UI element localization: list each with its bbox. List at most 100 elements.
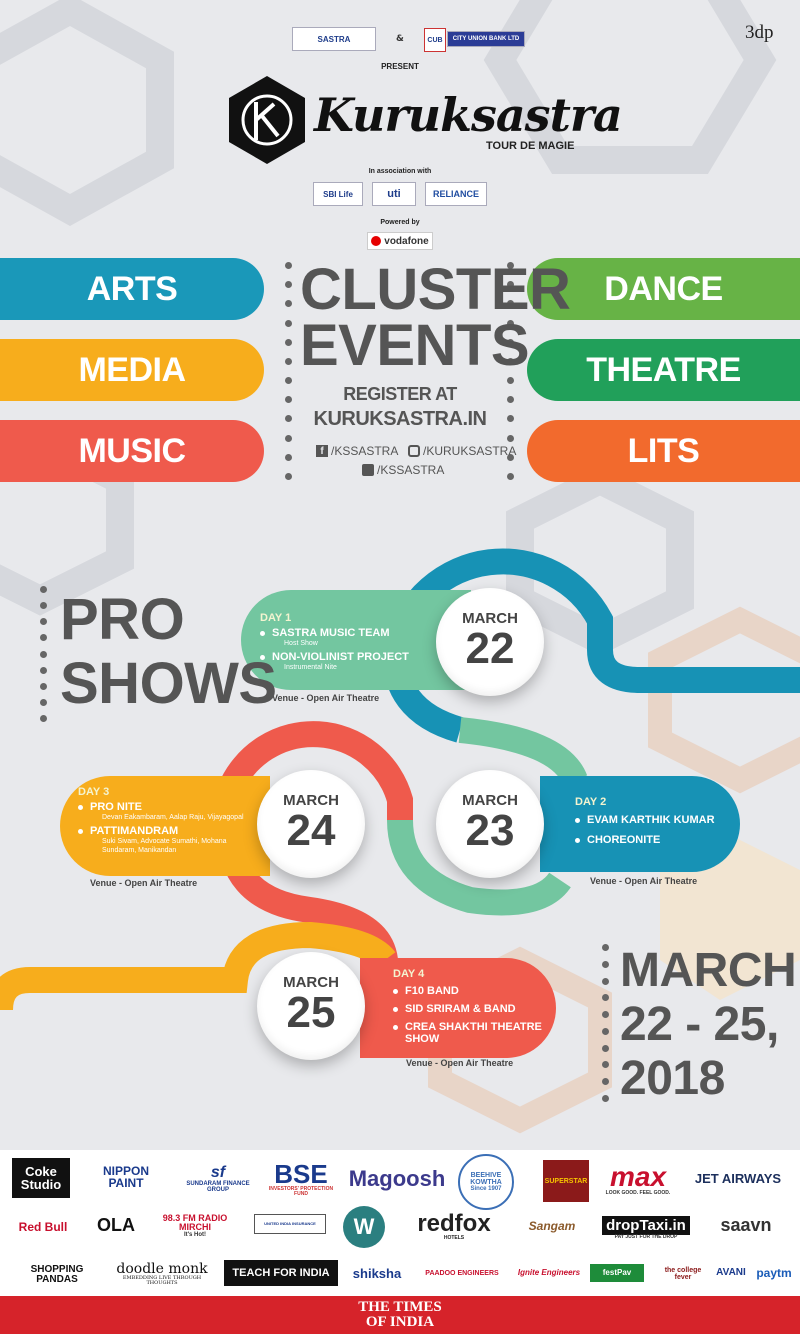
day3-content: DAY 3 PRO NITE Devan Eakambaram, Aalap Ra… [78,786,250,855]
facebook-icon: f [316,445,328,457]
day3-date-circle: MARCH 24 [257,770,365,878]
sponsors-panel: Coke Studio NIPPON PAINT sf SUNDARAM FINA… [0,1150,800,1296]
day1-panel [241,590,471,690]
cluster-music[interactable]: MUSIC [0,420,264,482]
cluster-title-line2: EVENTS [300,313,530,378]
sponsor-shiksha: shiksha [352,1265,402,1281]
sponsor-avani: AVANI [716,1267,746,1278]
day1-item: SASTRA MUSIC TEAM Host Show [260,627,440,648]
day4-date-circle: MARCH 25 [257,952,365,1060]
dates-dots [602,944,610,1102]
sponsor-saavn: saavn [720,1215,772,1235]
day3-month: MARCH [283,792,339,809]
day4-panel [360,958,556,1058]
day2-item: CHOREONITE [575,834,745,846]
cluster-dots-left [285,262,293,480]
sponsor-redfox: redfox HOTELS [417,1209,491,1241]
day4-label: DAY 4 [393,968,425,980]
instagram-handle[interactable]: /KURUKSASTRA [408,444,516,458]
day3-date: 24 [286,806,336,855]
times-of-india-banner: THE TIMES OF INDIA [0,1296,800,1334]
vodafone-icon [371,236,382,246]
day2-item: EVAM KARTHIK KUMAR [575,814,745,826]
day3-venue: Venue - Open Air Theatre [90,878,198,888]
sponsor-droptaxi: dropTaxi.in PAY JUST FOR THE DROP [598,1210,694,1246]
day2-venue: Venue - Open Air Theatre [590,876,698,886]
day2-label: DAY 2 [575,796,607,808]
proshows-title-line2: SHOWS [60,651,277,716]
sundaram-icon: sf [210,1164,226,1181]
sponsor-paytm: paytm [756,1266,792,1280]
sastra-logo: SASTRA [292,27,376,51]
day2-date-circle: MARCH 23 [436,770,544,878]
day4-item: F10 BAND [393,985,553,997]
day3-panel [60,776,270,876]
day1-label: DAY 1 [260,612,292,624]
cluster-dance[interactable]: DANCE [527,258,800,320]
sponsor-teach-for-india: TEACH FOR INDIA [224,1260,338,1286]
cluster-media[interactable]: MEDIA [0,339,264,401]
sponsor-doodle-monk: doodle monk EMBEDDING LIVE THROUGH THOUGH… [116,1261,208,1286]
cluster-lits[interactable]: LITS [527,420,800,482]
ampersand: & [396,34,404,44]
day1-venue: Venue - Open Air Theatre [272,693,380,703]
day1-month: MARCH [462,610,518,627]
sponsor-magoosh: Magoosh [348,1166,446,1191]
day4-venue: Venue - Open Air Theatre [406,1058,514,1068]
sponsor-nippon-paint: NIPPON PAINT [102,1164,149,1190]
sponsor-college-fever: the college fever [664,1267,702,1281]
facebook-handle[interactable]: f /KSSASTRA [316,444,398,458]
day4-item: SID SRIRAM & BAND [393,1003,553,1015]
twitter-handle[interactable]: /KSSASTRA [362,463,444,477]
sponsor-beehive: BEEHIVE KOWTHA Since 1907 [458,1154,514,1210]
cluster-title: CLUSTER EVENTS [300,257,571,378]
sponsor-ola: OLA [97,1215,135,1235]
sponsor-festpav: festPav [590,1264,644,1282]
day3-item: PATTIMANDRAM Suki Sivam, Advocate Sumathi… [78,825,250,855]
proshows-dots [40,586,48,722]
proshows-title-line1: PRO [60,587,185,652]
kuruksastra-emblem-icon [229,76,305,164]
day3-item: PRO NITE Devan Eakambaram, Aalap Raju, Vi… [78,801,250,822]
vodafone-logo: vodafone [367,232,433,250]
twitter-handle-text: /KSSASTRA [377,463,445,477]
twitter-icon [362,464,374,476]
proshows-title: PRO SHOWS [60,588,277,716]
present-label: PRESENT [381,62,419,71]
sponsor-bse: BSE INVESTORS' PROTECTION FUND [268,1159,334,1197]
festival-dates-line1: MARCH [620,944,797,997]
sponsor-radio-mirchi: 98.3 FM RADIO MIRCHI It's Hot! [162,1213,228,1239]
sponsor-sundaram: sf SUNDARAM FINANCE GROUP [186,1164,250,1194]
day4-content: DAY 4 F10 BAND SID SRIRAM & BAND CREA SH… [393,968,553,1045]
cluster-dots-right [507,262,515,480]
sponsor-paadoo: PAADOO ENGINEERS [425,1269,499,1277]
festival-dates: MARCH 22 - 25, 2018 [620,944,797,1106]
day2-content: DAY 2 EVAM KARTHIK KUMAR CHOREONITE [575,796,745,846]
sponsor-ignite: Ignite Engineers [517,1268,581,1277]
sponsor-red-bull: Red Bull [18,1220,68,1234]
day4-month: MARCH [283,974,339,991]
sponsor-coke-studio: Coke Studio [12,1158,70,1198]
sponsor-superstar: SUPERSTAR [543,1160,589,1202]
cluster-theatre[interactable]: THEATRE [527,339,800,401]
instagram-icon [408,445,420,457]
festival-dates-line2: 22 - 25, [620,998,779,1051]
uti-logo: uti [372,182,416,206]
sbi-life-logo: SBI Life [313,182,363,206]
sponsor-w: W [343,1206,385,1248]
day1-date-circle: MARCH 22 [436,588,544,696]
corner-brand-logo: 3dp [745,22,774,43]
times-of-india-line1: THE TIMES [358,1299,442,1315]
vodafone-label: vodafone [384,235,429,247]
register-website[interactable]: KURUKSASTRA.IN [313,408,488,430]
cub-emblem: CUB [424,28,446,52]
event-tagline: TOUR DE MAGIE [486,140,575,152]
cluster-title-line1: CLUSTER [300,257,571,322]
sponsor-sangam: Sangam [528,1219,576,1233]
day1-item: NON-VIOLINIST PROJECT Instrumental Nite [260,651,440,672]
city-union-bank-logo: CITY UNION BANK LTD [447,31,525,47]
day3-label: DAY 3 [78,786,110,798]
association-label: In association with [368,168,432,175]
festival-dates-line3: 2018 [620,1052,725,1105]
cluster-arts[interactable]: ARTS [0,258,264,320]
